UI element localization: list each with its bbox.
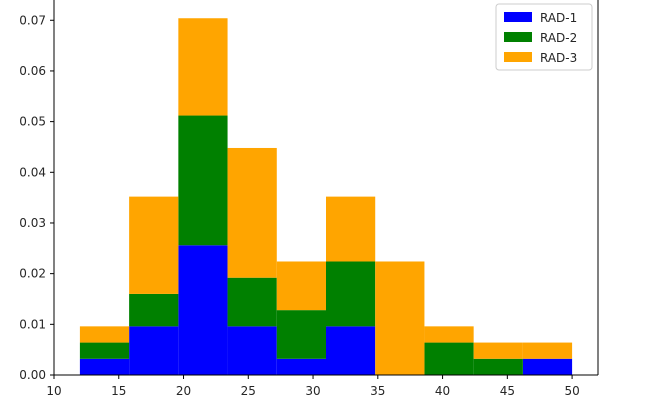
bar-rad-1-bin-9 xyxy=(522,358,573,375)
bar-rad-2-bin-7 xyxy=(424,342,474,375)
bar-rad-1-bin-1 xyxy=(129,326,179,375)
x-tick-label: 25 xyxy=(241,384,256,398)
x-tick-label: 50 xyxy=(564,384,579,398)
bar-rad-3-bin-0 xyxy=(79,326,130,343)
series-rad-2 xyxy=(79,115,523,375)
bar-rad-3-bin-4 xyxy=(276,261,326,311)
y-tick-label: 0.04 xyxy=(19,165,46,179)
x-tick-label: 40 xyxy=(435,384,450,398)
bar-rad-3-bin-8 xyxy=(473,342,523,359)
bar-rad-2-bin-3 xyxy=(227,277,277,327)
bar-rad-3-bin-6 xyxy=(375,261,425,375)
bar-rad-1-bin-3 xyxy=(227,326,277,375)
y-tick-label: 0.03 xyxy=(19,216,46,230)
bar-rad-3-bin-9 xyxy=(522,342,573,359)
bars-layer xyxy=(79,18,573,375)
x-tick-label: 35 xyxy=(370,384,385,398)
bar-rad-1-bin-5 xyxy=(326,326,376,375)
series-rad-3 xyxy=(79,18,573,375)
x-tick-label: 20 xyxy=(176,384,191,398)
bar-rad-2-bin-4 xyxy=(276,310,326,359)
x-tick-label: 10 xyxy=(46,384,61,398)
x-tick-label: 30 xyxy=(305,384,320,398)
bar-rad-1-bin-2 xyxy=(178,245,228,375)
legend-label-rad-2: RAD-2 xyxy=(540,31,577,45)
bar-rad-1-bin-0 xyxy=(79,358,130,375)
x-tick-label: 45 xyxy=(500,384,515,398)
legend: RAD-1 RAD-2 RAD-3 xyxy=(495,3,593,71)
axes-layer: 10 15 20 25 30 35 40 45 50 0.00 0.01 0.02 0.03 0.04 0.… xyxy=(19,0,599,398)
legend-label-rad-1: RAD-1 xyxy=(540,11,577,25)
bar-rad-2-bin-8 xyxy=(473,358,523,375)
legend-swatch-rad-3 xyxy=(504,52,532,62)
y-tick-label: 0.07 xyxy=(19,13,46,27)
bar-rad-3-bin-2 xyxy=(178,18,228,116)
legend-label-rad-3: RAD-3 xyxy=(540,51,577,65)
bar-rad-3-bin-5 xyxy=(326,196,376,262)
legend-swatch-rad-2 xyxy=(504,32,532,42)
y-tick-label: 0.00 xyxy=(19,368,46,382)
y-tick-label: 0.01 xyxy=(19,317,46,331)
legend-swatch-rad-1 xyxy=(504,12,532,22)
bar-rad-2-bin-1 xyxy=(129,293,179,327)
series-rad-1 xyxy=(79,245,573,375)
bar-rad-3-bin-3 xyxy=(227,147,277,278)
y-tick-label: 0.06 xyxy=(19,64,46,78)
bar-rad-2-bin-5 xyxy=(326,261,376,327)
y-tick-label: 0.05 xyxy=(19,115,46,129)
x-tick-label: 15 xyxy=(111,384,126,398)
bar-rad-3-bin-1 xyxy=(129,196,179,294)
bar-rad-1-bin-4 xyxy=(276,358,326,375)
y-tick-label: 0.02 xyxy=(19,267,46,281)
bar-rad-2-bin-0 xyxy=(79,342,130,359)
bar-rad-2-bin-2 xyxy=(178,115,228,246)
bar-rad-3-bin-7 xyxy=(424,326,474,343)
